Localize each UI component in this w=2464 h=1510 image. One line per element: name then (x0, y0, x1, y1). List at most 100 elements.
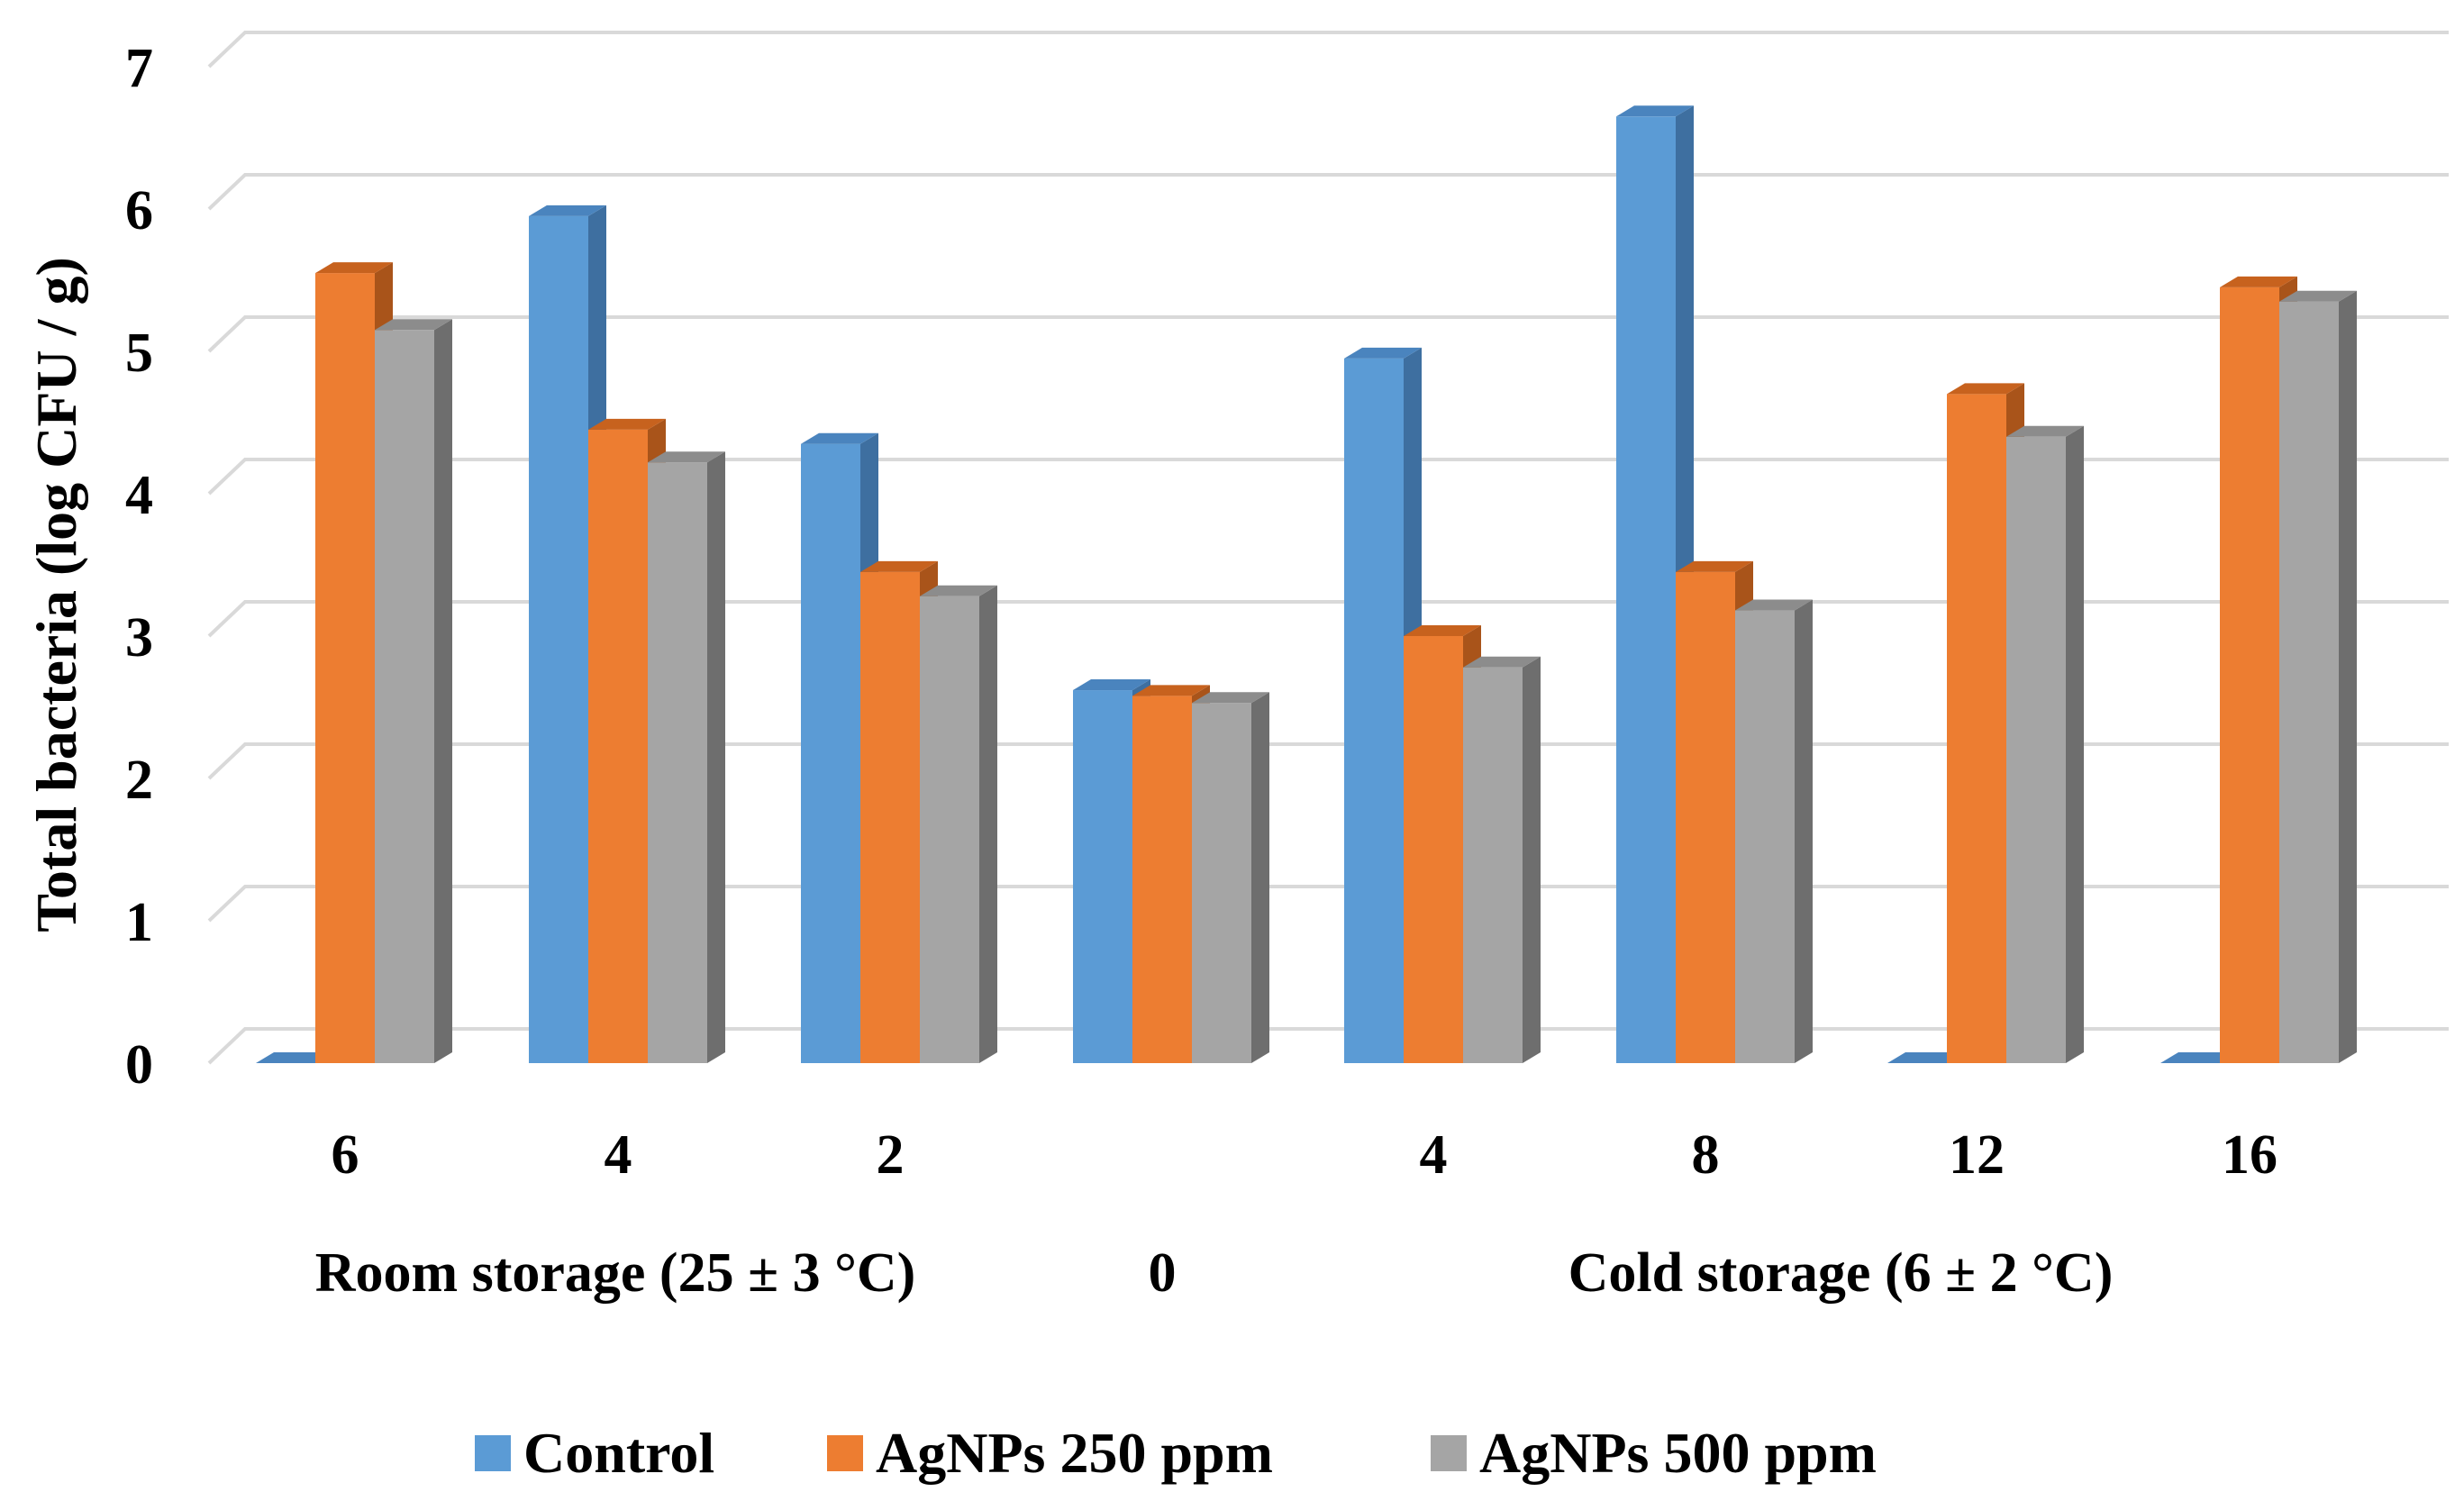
bar-top (256, 1052, 333, 1063)
bar-top (1073, 679, 1150, 691)
bar-front (1463, 667, 1523, 1063)
x-tick-label: 4 (605, 1124, 632, 1186)
group-labels: Room storage (25 ± 3 °C) 0 Cold storage (6… (315, 1242, 2114, 1304)
y-tick-label: 6 (125, 180, 153, 241)
gridline (207, 173, 2449, 211)
legend-label: AgNPs 500 ppm (1479, 1421, 1877, 1485)
legend-swatch (1431, 1435, 1467, 1471)
bar-front (1616, 116, 1676, 1063)
bar-front (1132, 696, 1192, 1063)
bar-front (1676, 571, 1735, 1063)
bar-front (375, 330, 434, 1063)
legend-item: Control (475, 1421, 714, 1485)
y-tick-label: 1 (125, 892, 153, 953)
y-tick-label: 3 (125, 607, 153, 669)
bar-front (1073, 690, 1132, 1063)
bar (2160, 1052, 2238, 1063)
bar-front (2279, 301, 2339, 1063)
bar-side (2339, 290, 2357, 1063)
bar-top (588, 418, 666, 430)
bar-side (979, 585, 997, 1063)
bar-top (1735, 599, 1813, 611)
bar-front (2220, 287, 2279, 1063)
bars (256, 105, 2357, 1064)
bar-front (1344, 358, 1404, 1063)
bar (2279, 290, 2357, 1063)
bar (1463, 656, 1541, 1063)
bar (1192, 692, 1269, 1063)
bar-side (434, 319, 452, 1063)
bar-front (1192, 703, 1251, 1063)
bar (920, 585, 997, 1063)
x-tick-label: 12 (1949, 1124, 2005, 1186)
bar (1735, 599, 1813, 1063)
bar-top (1947, 383, 2024, 395)
bar-top (2220, 276, 2297, 287)
group-label: Cold storage (6 ± 2 °C) (1568, 1242, 2114, 1304)
bar (375, 319, 452, 1063)
gridlines (207, 31, 2449, 1065)
bar (256, 1052, 333, 1063)
x-tick-label: 4 (1420, 1124, 1448, 1186)
bar (648, 451, 725, 1063)
legend-swatch (475, 1435, 511, 1471)
y-tick-label: 0 (125, 1034, 153, 1096)
bar-top (1676, 560, 1753, 572)
bar-top (1404, 625, 1481, 636)
bar-front (920, 596, 979, 1063)
bar-side (1523, 656, 1541, 1063)
bar-top (1887, 1052, 1965, 1063)
bar-top (860, 560, 938, 572)
bar-side (2066, 425, 2084, 1063)
legend: Control AgNPs 250 ppm AgNPs 500 ppm (475, 1421, 1877, 1485)
bar-top (1192, 692, 1269, 704)
bar-top (375, 319, 452, 331)
gridline (207, 315, 2449, 353)
bar-front (588, 429, 648, 1063)
bar (1887, 1052, 1965, 1063)
y-tick-label: 5 (125, 323, 153, 384)
gridline (207, 458, 2449, 496)
x-tick-labels: 6 4 2 4 8 12 16 (332, 1124, 2278, 1186)
group-label: 0 (1149, 1242, 1177, 1304)
bar-top (1344, 347, 1422, 359)
bar-front (1947, 394, 2006, 1063)
x-tick-label: 2 (877, 1124, 905, 1186)
bar-front (1404, 636, 1463, 1063)
bar-top (2006, 425, 2084, 437)
bar (2006, 425, 2084, 1063)
bar-top (2160, 1052, 2238, 1063)
bar-top (315, 262, 393, 274)
bar-front (1735, 610, 1795, 1063)
bar-top (2279, 290, 2357, 302)
legend-item: AgNPs 250 ppm (827, 1421, 1273, 1485)
bar-front (529, 215, 588, 1063)
legend-item: AgNPs 500 ppm (1431, 1421, 1877, 1485)
bar-side (1251, 692, 1269, 1063)
bar-top (529, 205, 606, 216)
x-tick-label: 6 (332, 1124, 359, 1186)
y-tick-label: 2 (125, 750, 153, 811)
bar-front (860, 571, 920, 1063)
bar-top (801, 432, 878, 444)
x-tick-label: 8 (1692, 1124, 1720, 1186)
y-axis-title: Total bacteria (log CFU / g) (24, 257, 88, 932)
y-tick-label: 7 (125, 38, 153, 99)
bar-top (1132, 685, 1210, 696)
bar-top (1616, 105, 1694, 117)
legend-swatch (827, 1435, 863, 1471)
legend-label: Control (523, 1421, 714, 1485)
gridline (207, 31, 2449, 68)
bar-top (1463, 656, 1541, 668)
x-tick-label: 16 (2222, 1124, 2278, 1186)
y-tick-label: 4 (125, 465, 153, 526)
bar-top (920, 585, 997, 596)
bar-side (1795, 599, 1813, 1063)
y-tick-labels: 0 1 2 3 4 5 6 7 (125, 38, 153, 1096)
legend-label: AgNPs 250 ppm (876, 1421, 1273, 1485)
bar-front (648, 462, 707, 1063)
bar-front (801, 443, 860, 1063)
bar-front (2006, 436, 2066, 1063)
